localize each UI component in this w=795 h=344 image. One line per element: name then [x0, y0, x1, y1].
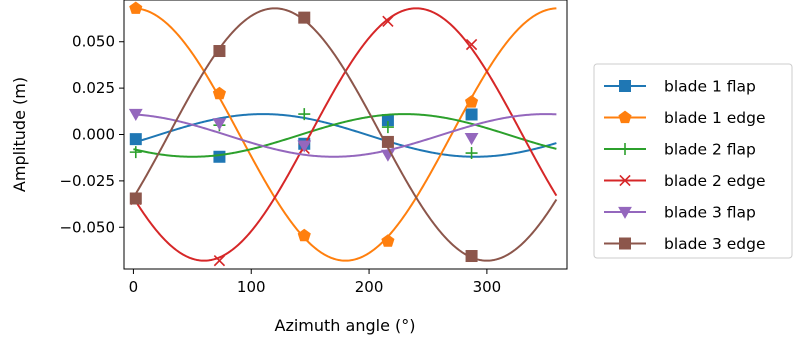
series-blade-3-flap — [128, 108, 557, 162]
data-point — [381, 114, 394, 127]
x-axis-ticks: 0 100 200 300 — [129, 269, 502, 296]
series-line — [133, 113, 557, 158]
data-point — [298, 11, 311, 24]
data-point — [129, 146, 142, 159]
legend-item: blade 2 edge — [604, 172, 765, 190]
series-line — [132, 7, 558, 262]
data-point — [382, 15, 394, 28]
series-blade-1-flap — [129, 108, 557, 163]
data-point — [213, 150, 226, 163]
data-point — [464, 133, 479, 146]
legend-item: blade 3 edge — [604, 235, 765, 253]
x-tick-label: 100 — [237, 278, 266, 296]
legend-item: blade 1 edge — [604, 109, 765, 127]
data-point — [465, 108, 478, 121]
x-tick-label: 300 — [473, 278, 502, 296]
data-point — [297, 140, 312, 153]
data-point — [465, 250, 478, 263]
y-tick-label: 0.000 — [72, 126, 115, 144]
series-blade-2-edge — [130, 7, 558, 267]
data-point — [129, 192, 142, 205]
legend-label: blade 3 edge — [664, 235, 765, 253]
plot-frame — [123, 0, 568, 270]
data-point — [129, 1, 143, 14]
series-blade-3-edge — [129, 7, 558, 263]
series-line — [133, 7, 557, 262]
legend-label: blade 3 flap — [664, 204, 756, 222]
x-tick-label: 0 — [129, 278, 139, 296]
y-tick-label: −0.025 — [59, 172, 115, 190]
legend-item: blade 1 flap — [604, 78, 756, 96]
data-point — [465, 95, 479, 108]
legend-swatch-marker — [619, 80, 631, 92]
data-point — [297, 228, 311, 242]
data-point — [381, 234, 395, 247]
legend: blade 1 flap blade 1 edge blade 2 flap blad… — [593, 63, 793, 259]
legend-item: blade 2 flap — [604, 141, 756, 159]
legend-label: blade 2 edge — [664, 172, 765, 190]
data-point — [381, 135, 394, 148]
legend-label: blade 2 flap — [664, 141, 756, 159]
data-point — [298, 108, 311, 121]
data-point — [129, 133, 142, 146]
data-point — [213, 45, 226, 58]
data-point — [213, 254, 226, 267]
legend-swatch-marker — [619, 143, 631, 155]
series-blade-2-flap — [129, 108, 557, 160]
data-point — [212, 118, 227, 131]
legend-label: blade 1 edge — [664, 109, 765, 127]
data-point — [128, 108, 143, 121]
data-point — [465, 147, 478, 160]
y-tick-label: −0.050 — [59, 218, 115, 236]
legend-swatch-marker — [619, 237, 631, 250]
series-line — [132, 7, 558, 262]
legend-swatch-marker — [619, 174, 631, 187]
y-tick-label: 0.025 — [72, 79, 115, 97]
legend-swatch-marker — [618, 110, 632, 124]
legend-item: blade 3 flap — [604, 204, 756, 222]
data-point — [212, 86, 226, 100]
x-tick-label: 200 — [355, 278, 384, 296]
series-line — [133, 113, 557, 158]
legend-label: blade 1 flap — [664, 78, 756, 96]
series-line — [133, 113, 557, 158]
y-axis-title: Amplitude (m) — [10, 77, 29, 192]
series-blade-1-edge — [129, 1, 557, 262]
y-tick-label: 0.050 — [72, 33, 115, 51]
data-point — [465, 38, 478, 51]
series-layer — [128, 1, 558, 267]
data-point — [381, 121, 394, 134]
x-axis-title: Azimuth angle (°) — [275, 316, 416, 335]
legend-swatch-marker — [618, 206, 632, 219]
y-axis-ticks: 0.050 0.025 0.000 −0.025 −0.050 — [59, 33, 124, 236]
legend-frame — [593, 63, 793, 259]
